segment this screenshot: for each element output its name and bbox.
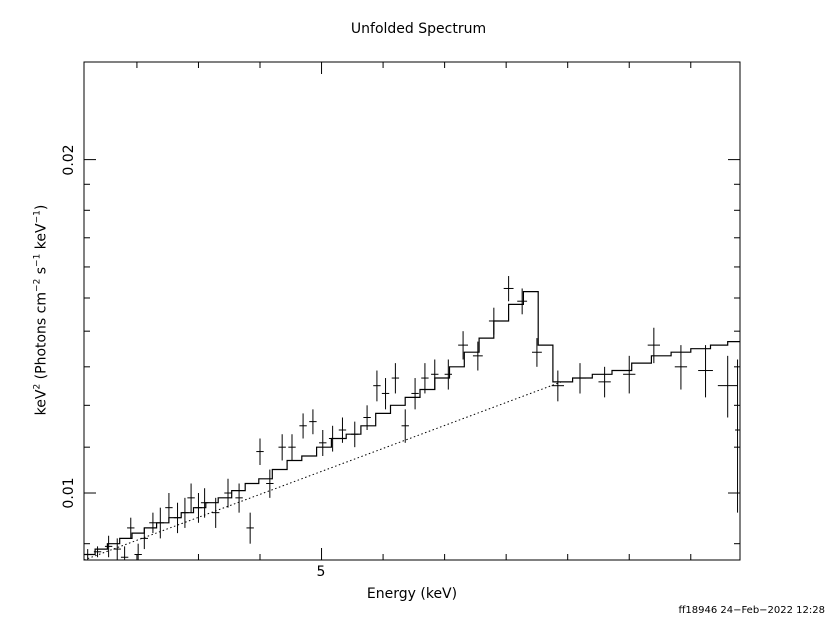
y-tick-label: 0.01	[61, 477, 77, 509]
data-point	[212, 497, 220, 528]
data-point	[411, 378, 419, 410]
x-tick-label: 5	[316, 564, 326, 580]
data-point	[598, 366, 611, 398]
data-point	[224, 478, 232, 508]
y-tick-label: 0.02	[61, 144, 77, 176]
data-point	[381, 378, 390, 410]
data-point	[140, 527, 148, 550]
data-point	[373, 370, 381, 402]
data-point	[85, 549, 90, 560]
data-point	[351, 421, 359, 448]
data-point	[134, 543, 142, 560]
data-point	[472, 341, 483, 371]
data-point	[363, 405, 371, 430]
data-point	[149, 512, 157, 534]
data-point	[717, 355, 738, 418]
data-point	[309, 409, 317, 435]
data-point	[735, 359, 740, 513]
data-point	[573, 363, 587, 394]
footer-timestamp: ff18946 24−Feb−2022 12:28	[678, 605, 825, 616]
data-point	[503, 276, 514, 302]
data-point	[532, 338, 542, 367]
x-axis-label: Energy (keV)	[366, 586, 458, 602]
data-point	[444, 359, 452, 390]
data-point	[623, 355, 636, 394]
data-point	[173, 502, 182, 534]
data-point	[278, 434, 286, 461]
data-point	[488, 307, 499, 335]
data-point	[113, 538, 121, 560]
data-point	[120, 546, 129, 560]
data-point	[647, 327, 660, 364]
data-point	[200, 488, 209, 518]
data-point	[127, 517, 135, 539]
chart-title: Unfolded Spectrum	[350, 21, 487, 37]
data-point	[187, 483, 195, 513]
data-point	[674, 345, 688, 390]
data-point	[551, 370, 564, 402]
data-point	[328, 425, 337, 452]
data-point	[698, 345, 713, 398]
continuum-model-line	[83, 381, 562, 561]
data-point	[194, 493, 203, 523]
data-point	[458, 331, 468, 360]
data-point	[299, 413, 307, 439]
data-point	[165, 493, 173, 523]
plot-frame	[83, 61, 741, 561]
data-point	[338, 417, 347, 443]
data-point	[431, 359, 439, 390]
data-point	[246, 512, 254, 544]
data-point	[104, 535, 113, 558]
data-point	[391, 363, 400, 394]
data-point	[421, 363, 429, 394]
data-point	[319, 429, 327, 456]
model-step-line	[84, 291, 740, 556]
data-point	[235, 483, 243, 513]
data-point	[256, 438, 264, 465]
data-point	[401, 409, 409, 443]
data-point	[266, 469, 274, 498]
data-point	[156, 507, 164, 539]
data-point	[181, 497, 189, 528]
y-axis-label: keV2 (Photons cm−2 s−1 keV−1)	[32, 204, 50, 416]
data-point	[288, 434, 296, 461]
data-point	[517, 288, 528, 315]
data-point	[93, 546, 102, 558]
